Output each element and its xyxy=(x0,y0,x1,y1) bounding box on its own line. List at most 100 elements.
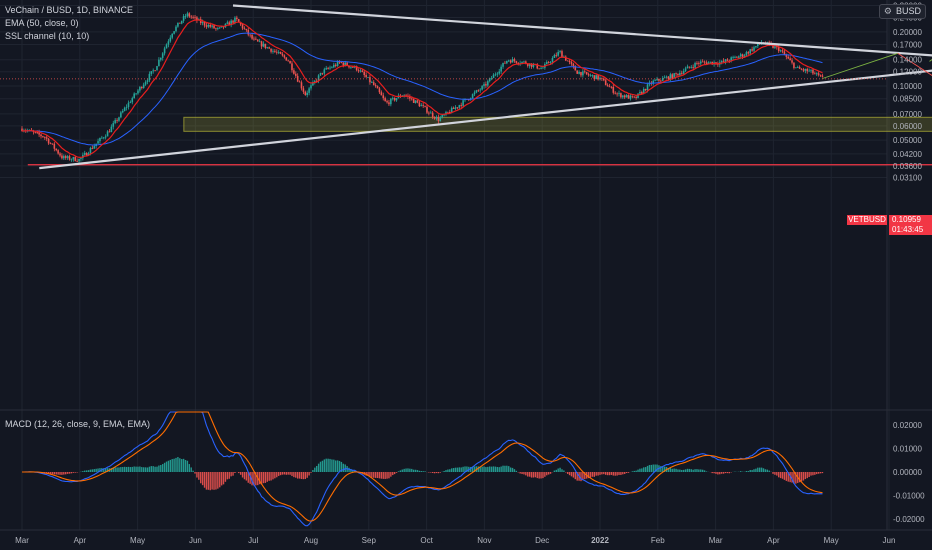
candle-body xyxy=(268,47,270,49)
candle-body xyxy=(140,86,143,88)
candle-body xyxy=(264,43,267,48)
candle-body xyxy=(435,117,438,119)
candle-body xyxy=(471,94,474,99)
candle-body xyxy=(614,92,617,94)
candle-body xyxy=(680,72,683,74)
candle-body xyxy=(553,55,556,58)
candle-body xyxy=(566,60,569,62)
candle-body xyxy=(186,13,189,17)
currency-label: BUSD xyxy=(895,6,921,16)
ema-legend[interactable]: EMA (50, close, 0) xyxy=(5,18,79,28)
candle-body xyxy=(217,28,219,29)
candle-body xyxy=(196,17,198,21)
candle-body xyxy=(319,72,322,76)
candle-body xyxy=(158,59,160,67)
candle-body xyxy=(679,72,681,76)
candle-body xyxy=(45,137,48,139)
macd-tick-label: 0.01000 xyxy=(893,445,922,454)
candle-body xyxy=(690,67,693,68)
candle-body xyxy=(317,75,320,81)
macd-pane xyxy=(22,411,824,527)
candle-body xyxy=(314,80,316,83)
candle-body xyxy=(460,105,463,106)
candle-body xyxy=(146,80,149,83)
candle-body xyxy=(397,95,400,99)
candle-body xyxy=(61,155,63,159)
drawing-layer-front[interactable] xyxy=(0,0,932,170)
candle-body xyxy=(188,13,191,17)
candle-body xyxy=(603,78,605,81)
candle-body xyxy=(300,82,303,89)
candle-body xyxy=(123,107,126,111)
candle-body xyxy=(705,62,708,65)
candle-body xyxy=(454,107,457,109)
currency-button[interactable]: ⚙ BUSD xyxy=(878,4,926,19)
candle-body xyxy=(781,50,784,52)
time-tick-label: Aug xyxy=(304,536,318,545)
candle-body xyxy=(137,90,139,94)
candle-body xyxy=(540,68,542,69)
candle-body xyxy=(272,50,274,52)
candle-body xyxy=(418,102,421,107)
candle-body xyxy=(819,74,822,76)
candle-body xyxy=(812,69,814,74)
price-tick-label: 0.20000 xyxy=(893,28,922,37)
candle-body xyxy=(711,61,713,65)
macd-legend[interactable]: MACD (12, 26, close, 9, EMA, EMA) xyxy=(5,419,151,429)
candle-body xyxy=(749,49,752,54)
candle-body xyxy=(177,22,179,27)
candle-body xyxy=(743,55,746,57)
ssl-legend[interactable]: SSL channel (10, 10) xyxy=(5,31,90,41)
candle-body xyxy=(739,54,742,57)
candle-body xyxy=(108,131,111,133)
triangle-upper-trendline xyxy=(232,4,932,57)
candle-body xyxy=(724,59,727,62)
candle-body xyxy=(779,50,782,52)
candle-body xyxy=(270,48,272,52)
candle-body xyxy=(677,73,679,76)
candle-body xyxy=(578,72,580,74)
symbol-legend[interactable]: VeChain / BUSD, 1D, BINANCE xyxy=(5,5,134,15)
candle-body xyxy=(734,56,736,58)
candle-body xyxy=(462,100,464,106)
candle-body xyxy=(639,92,641,94)
candle-body xyxy=(194,17,196,19)
candle-body xyxy=(91,148,94,149)
time-tick-label: 2022 xyxy=(591,536,609,545)
candle-body xyxy=(616,93,618,95)
candle-body xyxy=(321,72,324,74)
candle-body xyxy=(144,82,147,85)
candle-body xyxy=(709,61,712,63)
candle-body xyxy=(131,98,134,103)
candle-body xyxy=(538,68,540,70)
candle-body xyxy=(55,148,58,151)
candle-body xyxy=(215,28,217,30)
time-tick-label: Mar xyxy=(15,536,29,545)
candle-body xyxy=(701,61,704,63)
candle-body xyxy=(258,41,261,43)
candle-body xyxy=(652,80,655,84)
candle-body xyxy=(772,44,774,48)
candle-body xyxy=(707,62,710,65)
candle-body xyxy=(361,70,364,72)
time-tick-label: Feb xyxy=(651,536,665,545)
candle-body xyxy=(542,67,544,69)
candle-body xyxy=(793,62,795,68)
candle-body xyxy=(504,62,506,64)
candle-body xyxy=(243,28,246,30)
candle-body xyxy=(703,61,706,63)
candle-body xyxy=(213,25,215,29)
candle-body xyxy=(342,62,345,66)
candle-body xyxy=(277,52,280,53)
candle-body xyxy=(173,31,175,34)
candle-body xyxy=(167,41,170,45)
candle-body xyxy=(483,84,485,87)
candle-body xyxy=(340,62,343,64)
candle-body xyxy=(308,88,310,93)
time-tick-label: Dec xyxy=(535,536,549,545)
candle-body xyxy=(338,61,341,63)
candle-body xyxy=(184,16,187,17)
price-tick-label: 0.03600 xyxy=(893,162,922,171)
candle-body xyxy=(412,98,415,103)
